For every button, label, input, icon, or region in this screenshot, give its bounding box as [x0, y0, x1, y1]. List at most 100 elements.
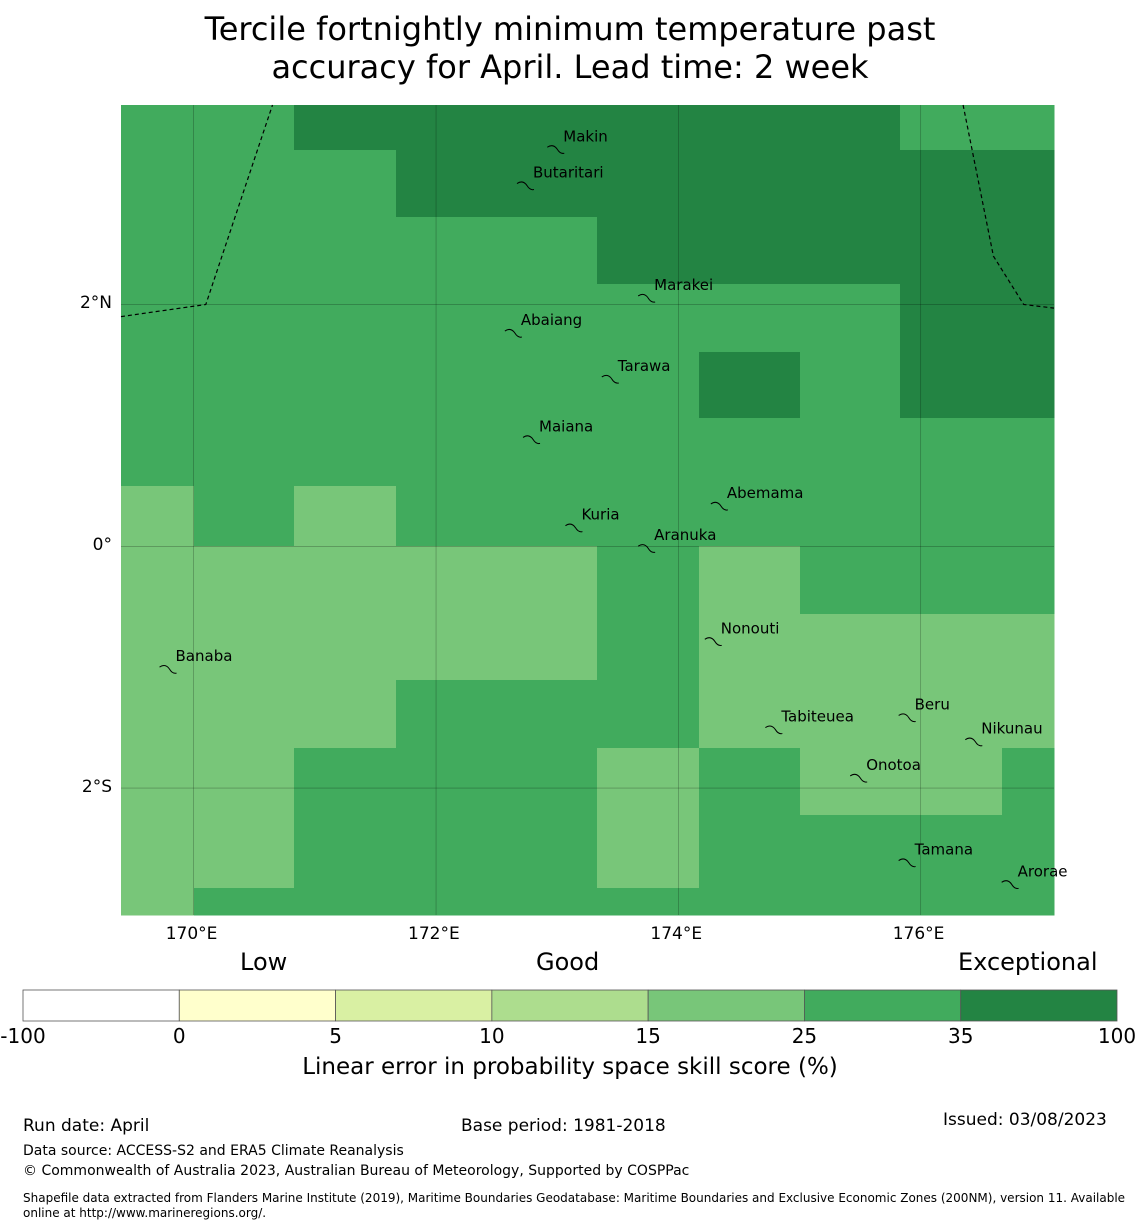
skill-cell [194, 150, 295, 218]
colorbar-tick-label: 10 [479, 1024, 505, 1048]
skill-cell [597, 680, 700, 749]
skill-cell [194, 815, 295, 889]
island-label: Nonouti [721, 619, 780, 637]
colorbar-tick-label: -100 [0, 1024, 46, 1048]
skill-cell [396, 546, 498, 615]
skill-cell [194, 486, 295, 547]
skill-cell [121, 217, 195, 285]
skill-cell [699, 680, 801, 749]
colorbar-good-label: Good [536, 948, 600, 976]
colorbar-tick-label: 35 [947, 1024, 974, 1048]
colorbar-segment [804, 989, 962, 1022]
skill-cell [121, 284, 195, 353]
skill-cell [800, 614, 901, 681]
skill-cell [699, 284, 801, 353]
lon-tick-label: 172°E [408, 924, 460, 944]
skill-cell [1002, 888, 1055, 916]
skill-cell [597, 217, 700, 285]
colorbar-segment [22, 989, 180, 1022]
skill-cell [121, 614, 195, 681]
colorbar [22, 989, 1118, 1022]
shapefile-credit: Shapefile data extracted from Flanders M… [23, 1191, 1126, 1220]
skill-cell [294, 284, 397, 353]
skill-cell [900, 815, 1003, 889]
skill-cell [900, 150, 1003, 218]
colorbar-tick-label: 5 [329, 1024, 342, 1048]
skill-cell [497, 217, 598, 285]
skill-cell [497, 150, 598, 218]
skill-cell [294, 614, 397, 681]
skill-cell [1002, 352, 1055, 419]
skill-cell [699, 486, 801, 547]
lon-tick-label: 170°E [165, 924, 218, 944]
base-period: Base period: 1981-2018 [461, 1116, 666, 1136]
island-label: Makin [563, 127, 608, 145]
skill-cell [1002, 486, 1055, 547]
skill-cell [597, 150, 700, 218]
data-source: Data source: ACCESS-S2 and ERA5 Climate … [23, 1143, 404, 1159]
skill-cell [294, 418, 397, 487]
colorbar-tick-label: 0 [172, 1024, 186, 1048]
island-label: Beru [915, 695, 950, 713]
skill-cell [800, 284, 901, 353]
skill-cell [497, 680, 598, 749]
skill-cell [497, 815, 598, 889]
island-outline [1001, 880, 1019, 889]
island-outline [546, 145, 565, 154]
colorbar-low-label: Low [240, 948, 288, 976]
skill-cell [121, 748, 195, 816]
island-label: Banaba [176, 647, 233, 665]
lon-tick-label: 174°E [650, 924, 703, 944]
colorbar-segment [960, 989, 1118, 1022]
skill-cell [597, 352, 700, 419]
island-outline [898, 858, 916, 868]
colorbar-segment [647, 989, 805, 1022]
skill-cell [597, 486, 700, 547]
island-label: Tarawa [617, 357, 671, 375]
skill-cell [597, 748, 700, 816]
skill-cell [294, 748, 397, 816]
island-outline [601, 374, 619, 384]
skill-cell [900, 680, 1003, 749]
skill-cell [597, 105, 700, 151]
island-outline [849, 773, 868, 783]
colorbar-segment [491, 989, 649, 1022]
skill-cell [699, 105, 801, 151]
skill-cell [396, 418, 498, 487]
skill-cell [597, 614, 700, 681]
skill-cell [396, 217, 498, 285]
skill-cell [497, 748, 598, 816]
skill-cell [900, 352, 1003, 419]
skill-cell [194, 888, 295, 916]
skill-cell [800, 105, 901, 151]
island-outline [637, 293, 656, 303]
skill-cell [1002, 748, 1055, 816]
skill-cell [1002, 217, 1055, 285]
island-outline [516, 181, 535, 191]
skill-cell [900, 418, 1003, 487]
skill-cell [699, 217, 801, 285]
skill-cell [900, 748, 1003, 816]
island-label: Marakei [654, 276, 713, 294]
skill-cell [699, 888, 801, 916]
skill-cell [800, 150, 901, 218]
skill-cell [900, 614, 1003, 681]
map-title-line-1: Tercile fortnightly minimum temperature … [204, 10, 936, 48]
skill-cell [396, 486, 498, 547]
skill-cell [396, 614, 498, 681]
colorbar-exceptional-label: Exceptional [958, 948, 1098, 976]
skill-cell [194, 680, 295, 749]
colorbar-tick-label: 15 [635, 1024, 661, 1048]
eez-boundary-line [962, 104, 1055, 309]
skill-cell [396, 284, 498, 353]
island-markers: Makin Butaritari Marakei Abaiang Tarawa Maian… [159, 127, 1068, 889]
skill-cell [497, 614, 598, 681]
island-outline [965, 737, 983, 747]
skill-cell [800, 748, 901, 816]
run-date: Run date: April [23, 1116, 150, 1136]
skill-cell [900, 217, 1003, 285]
colorbar-axis-label: Linear error in probability space skill … [302, 1054, 838, 1080]
skill-cell [121, 815, 195, 889]
skill-cell [121, 888, 195, 916]
map-gridlines [121, 105, 1054, 915]
